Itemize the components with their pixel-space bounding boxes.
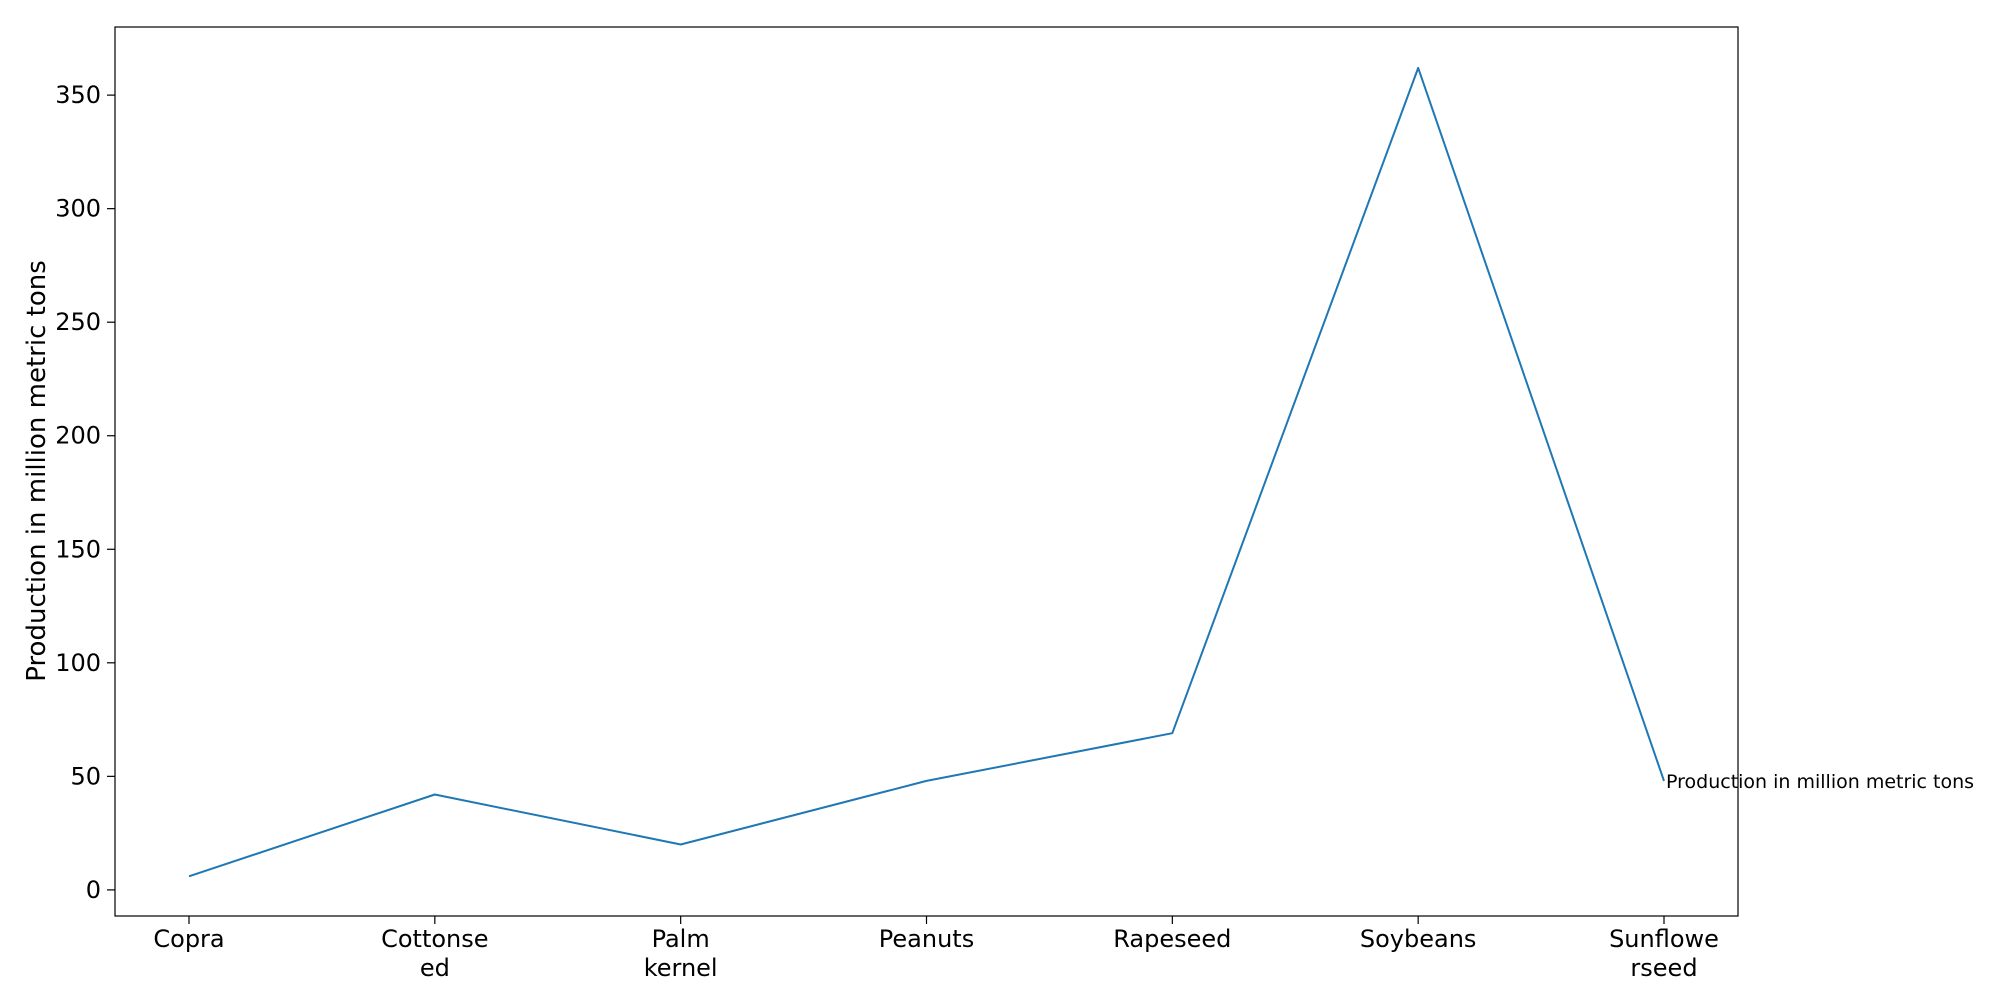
y-tick-label: 250 — [55, 308, 101, 336]
x-tick-label: Copra — [153, 925, 224, 953]
y-tick-label: 50 — [70, 762, 101, 790]
x-tick-label: Soybeans — [1360, 925, 1477, 953]
data-points — [187, 66, 1666, 878]
y-tick-label: 0 — [86, 876, 101, 904]
y-tick-label: 350 — [55, 81, 101, 109]
y-tick-label: 300 — [55, 195, 101, 223]
x-tick-label: Palm kernel — [644, 925, 718, 982]
x-tick-label: Cottonse ed — [381, 925, 488, 982]
x-tick-label: Rapeseed — [1113, 925, 1231, 953]
data-point — [925, 779, 929, 783]
x-tick-label: Sunflowe rseed — [1609, 925, 1719, 982]
x-axis-ticks: Copra Cottonse ed Palm kernel Peanuts Rapeseed… — [153, 916, 1719, 982]
y-tick-label: 200 — [55, 422, 101, 450]
y-tick-label: 100 — [55, 649, 101, 677]
data-point — [1416, 66, 1420, 70]
y-axis-ticks: 0 50 100 150 200 250 300 350 — [55, 81, 115, 904]
data-point — [433, 793, 437, 797]
series-line — [188, 66, 1665, 878]
x-tick-label: Peanuts — [879, 925, 974, 953]
y-axis-label: Production in million metric tons — [22, 260, 52, 682]
series-end-label: Production in million metric tons — [1666, 771, 1974, 793]
data-point — [187, 874, 191, 878]
data-point — [679, 842, 683, 846]
y-tick-label: 150 — [55, 535, 101, 563]
data-point — [1170, 731, 1174, 735]
